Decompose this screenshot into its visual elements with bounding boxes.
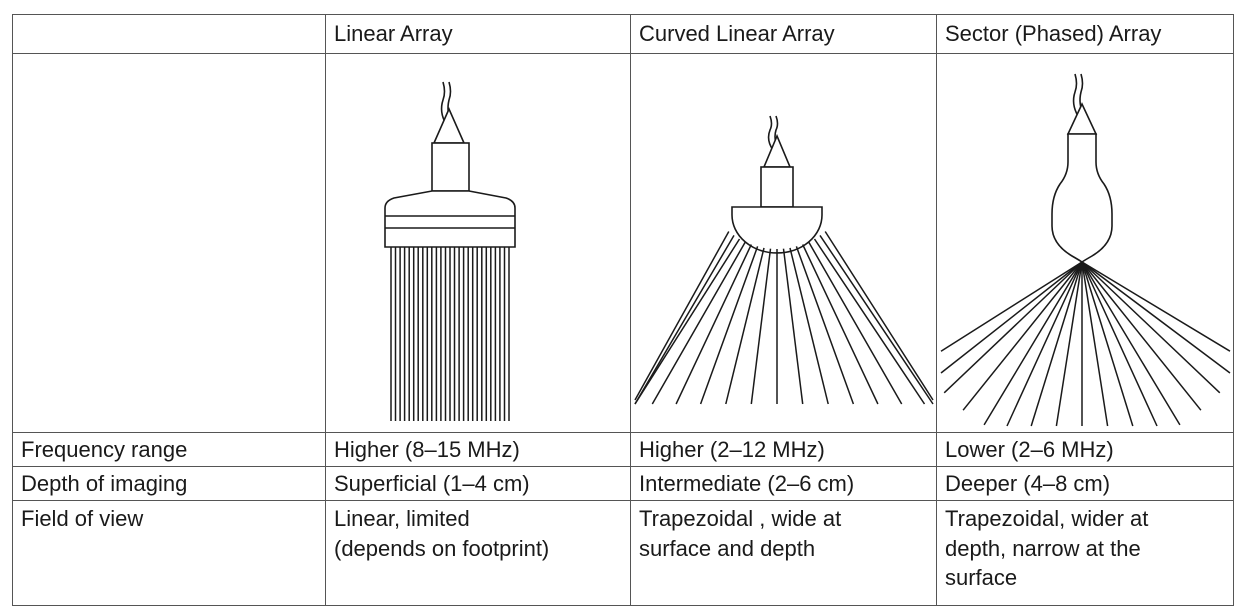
header-sector-array: Sector (Phased) Array: [936, 14, 1234, 54]
beam-line: [983, 261, 1083, 426]
beam-line: [940, 261, 1083, 352]
linear-probe-head: [384, 190, 516, 248]
row-label-frequency: Frequency range: [12, 432, 326, 467]
header-curved-linear-array: Curved Linear Array: [630, 14, 937, 54]
beam-line: [1081, 261, 1221, 394]
beam-line: [943, 261, 1083, 394]
beam-line: [789, 247, 829, 405]
header-row: Linear Array Curved Linear Array Sector …: [12, 14, 1234, 54]
beam-line: [1081, 261, 1181, 426]
beam-line: [1030, 261, 1083, 427]
frequency-sector: Lower (2–6 MHz): [936, 432, 1234, 467]
frequency-linear: Higher (8–15 MHz): [325, 432, 631, 467]
curved-probe-cell: [630, 53, 937, 433]
beam-line: [962, 261, 1083, 411]
sector-probe-body: [1051, 133, 1113, 263]
diagram-empty-cell: [12, 53, 326, 433]
probe-comparison-table: Linear Array Curved Linear Array Sector …: [12, 14, 1234, 606]
beam-line: [782, 248, 804, 405]
beam-line: [651, 241, 746, 405]
beam-line: [1055, 261, 1083, 427]
curved-probe-diagram: [634, 115, 934, 405]
sector-probe-beams: [940, 261, 1231, 427]
beam-line: [634, 231, 730, 401]
beam-line: [634, 238, 741, 405]
beam-line: [1081, 261, 1158, 427]
beam-line: [1081, 261, 1202, 411]
sector-probe-cell: [936, 53, 1234, 433]
sector-probe-tip: [1066, 102, 1098, 135]
curved-probe-tip: [762, 133, 792, 168]
fov-sector-text: Trapezoidal, wider at depth, narrow at t…: [945, 506, 1149, 591]
beam-line: [699, 246, 759, 405]
beam-line: [675, 244, 752, 405]
linear-probe-neck: [431, 142, 470, 192]
beam-line: [1081, 261, 1134, 427]
fov-sector: Trapezoidal, wider at depth, narrow at t…: [936, 500, 1234, 606]
sector-probe-diagram: [940, 73, 1231, 427]
beam-line: [808, 241, 903, 405]
beam-line: [1006, 261, 1083, 427]
curved-probe-head: [731, 206, 823, 254]
beam-line: [819, 234, 934, 405]
diagram-row: [12, 53, 1234, 433]
linear-probe-cell: [325, 53, 631, 433]
beam-line: [1081, 261, 1109, 427]
beam-line: [1081, 261, 1231, 352]
row-label-field-of-view: Field of view: [12, 500, 326, 606]
depth-curved: Intermediate (2–6 cm): [630, 466, 937, 501]
linear-probe-tip: [432, 107, 466, 144]
fov-linear-text: Linear, limited (depends on footprint): [334, 506, 550, 561]
fov-curved: Trapezoidal , wide at surface and depth: [630, 500, 937, 606]
header-linear-array: Linear Array: [325, 14, 631, 54]
linear-probe-diagram: [384, 81, 516, 421]
beam-line: [634, 235, 735, 405]
fov-linear: Linear, limited (depends on footprint): [325, 500, 631, 606]
curved-probe-beams: [634, 231, 934, 405]
linear-probe-beams: [390, 247, 510, 421]
table-row: Depth of imaging Superficial (1–4 cm) In…: [12, 466, 1234, 501]
header-corner: [12, 14, 326, 54]
beam-line: [813, 238, 926, 405]
table-row: Frequency range Higher (8–15 MHz) Higher…: [12, 432, 1234, 467]
beam-line: [824, 231, 934, 401]
row-label-depth: Depth of imaging: [12, 466, 326, 501]
depth-linear: Superficial (1–4 cm): [325, 466, 631, 501]
beam-line: [802, 244, 879, 405]
curved-probe-neck: [760, 166, 794, 208]
beam-line: [750, 248, 772, 405]
table-row: Field of view Linear, limited (depends o…: [12, 500, 1234, 606]
depth-sector: Deeper (4–8 cm): [936, 466, 1234, 501]
frequency-curved: Higher (2–12 MHz): [630, 432, 937, 467]
beam-line: [1081, 261, 1231, 374]
beam-line: [725, 247, 765, 405]
fov-curved-text: Trapezoidal , wide at surface and depth: [639, 506, 842, 561]
beam-line: [940, 261, 1083, 374]
beam-line: [795, 246, 855, 405]
